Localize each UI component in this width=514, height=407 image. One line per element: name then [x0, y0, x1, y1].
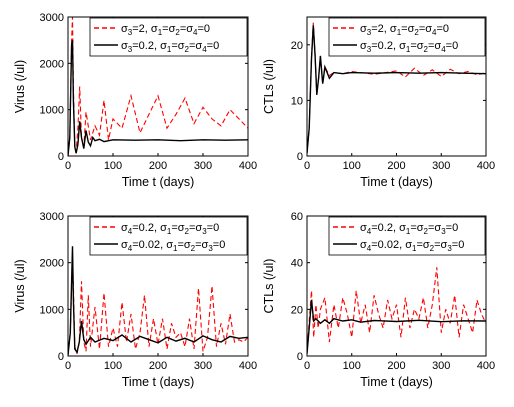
x-tick-label: 200 [149, 160, 167, 172]
legend-entry-1: σ4=0.2, σ1=σ2=σ3=0 [121, 222, 219, 236]
y-tick-label: 0 [297, 151, 303, 163]
legend-box [89, 17, 248, 57]
y-tick-label: 20 [291, 304, 303, 316]
legend-box [328, 216, 486, 256]
x-tick-label: 0 [304, 360, 310, 372]
y-tick-label: 60 [291, 211, 303, 223]
y-tick-label: 20 [291, 40, 303, 52]
x-axis-label: Time t (days) [360, 375, 432, 389]
legend-entry-2: σ3=0.2, σ1=σ2=σ4=0 [121, 40, 219, 54]
series-line-2 [68, 40, 248, 156]
x-axis-label: Time t (days) [122, 175, 194, 189]
x-tick-label: 0 [65, 160, 71, 172]
x-tick-label: 0 [65, 360, 71, 372]
series-line-1 [68, 17, 248, 156]
x-tick-label: 300 [194, 360, 212, 372]
y-tick-label: 10 [291, 95, 303, 107]
y-tick-label: 40 [291, 258, 303, 270]
series-line-2 [307, 25, 486, 154]
chart-panel-4: 0 100 200 300 400 0 20 40 60 Time t (days) CTLs (/… [262, 211, 495, 389]
legend-entry-2: σ4=0.02, σ1=σ2=σ3=0 [360, 239, 464, 253]
x-tick-label: 200 [387, 160, 405, 172]
y-tick-label: 3000 [40, 12, 64, 24]
legend-entry-1: σ4=0.2, σ1=σ2=σ3=0 [360, 222, 458, 236]
legend-entry-2: σ3=0.2, σ1=σ2=σ4=0 [360, 40, 458, 54]
y-tick-label: 2000 [40, 58, 64, 70]
x-axis-label: Time t (days) [122, 375, 194, 389]
series-line-1 [68, 257, 248, 356]
series-line-2 [68, 246, 248, 356]
y-axis-label: Virus (/ul) [13, 259, 27, 312]
x-tick-label: 100 [104, 160, 122, 172]
x-tick-label: 400 [477, 360, 495, 372]
legend-entry-2: σ4=0.02, σ1=σ2=σ3=0 [121, 239, 225, 253]
y-axis-label: CTLs (/ul) [262, 59, 276, 114]
y-axis-label: CTLs (/ul) [262, 259, 276, 314]
legend-box [328, 17, 486, 57]
legend-entry-1: σ3=2, σ1=σ2=σ4=0 [360, 23, 449, 37]
legend-box [89, 216, 248, 256]
series-line-1 [307, 267, 486, 354]
x-tick-label: 300 [432, 160, 450, 172]
x-tick-label: 200 [149, 360, 167, 372]
x-tick-label: 200 [387, 360, 405, 372]
chart-panel-1: 0 100 200 300 400 0 1000 2000 3000 Time t (days) V… [13, 12, 257, 189]
y-tick-label: 0 [58, 351, 64, 363]
x-tick-label: 400 [477, 160, 495, 172]
chart-panel-3: 0 100 200 300 400 0 1000 2000 3000 Time t (days) V… [13, 211, 257, 389]
chart-panel-2: 0 100 200 300 400 0 10 20 Time t (days) CTLs (/ul… [262, 16, 495, 189]
x-tick-label: 100 [104, 360, 122, 372]
y-tick-label: 2000 [40, 258, 64, 270]
x-tick-label: 400 [239, 160, 257, 172]
y-axis-label: Virus (/ul) [13, 60, 27, 113]
x-axis-label: Time t (days) [360, 175, 432, 189]
x-tick-label: 100 [343, 160, 361, 172]
y-tick-label: 0 [58, 151, 64, 163]
y-tick-label: 3000 [40, 211, 64, 223]
x-tick-label: 100 [343, 360, 361, 372]
legend-entry-1: σ3=2, σ1=σ2=σ4=0 [121, 23, 210, 37]
y-tick-label: 1000 [40, 304, 64, 316]
x-tick-label: 400 [239, 360, 257, 372]
x-tick-label: 300 [432, 360, 450, 372]
y-tick-label: 0 [297, 351, 303, 363]
x-tick-label: 300 [194, 160, 212, 172]
series-line-2 [307, 299, 486, 354]
y-tick-label: 1000 [40, 105, 64, 117]
x-tick-label: 0 [304, 160, 310, 172]
